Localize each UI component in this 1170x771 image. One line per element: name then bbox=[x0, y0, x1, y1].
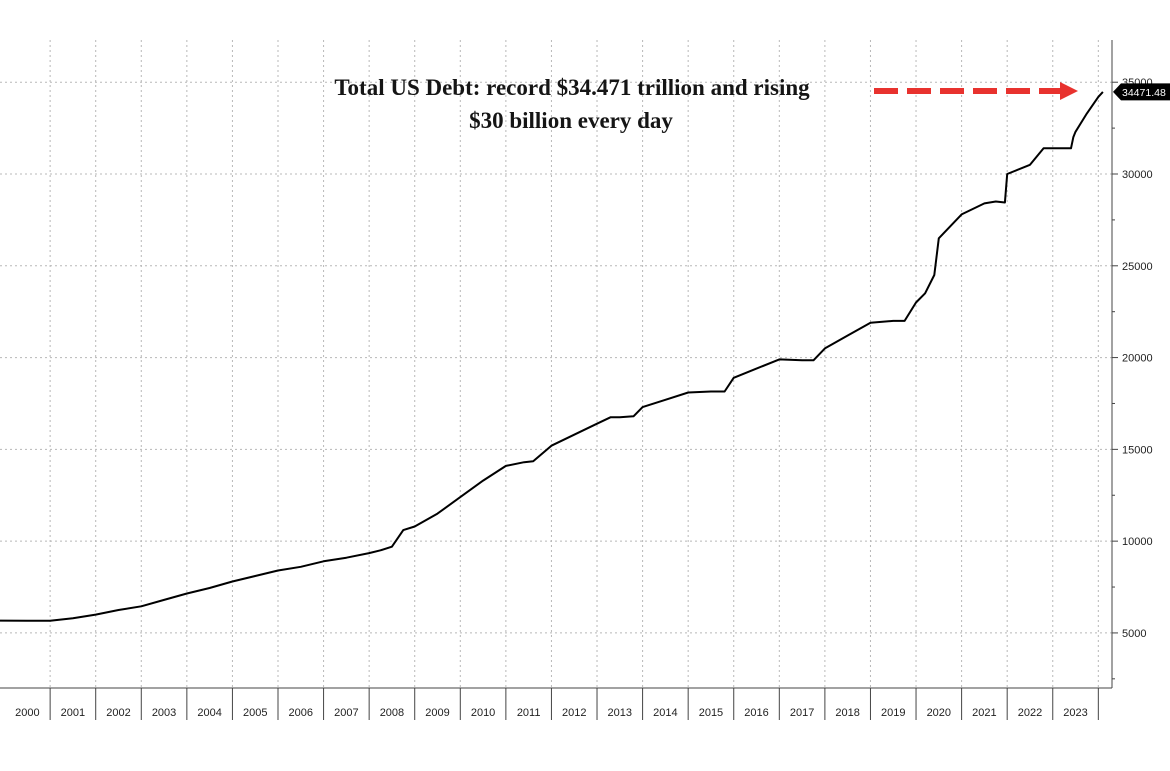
last-value-badge bbox=[1113, 83, 1170, 101]
x-tick-label: 2001 bbox=[61, 707, 85, 719]
x-tick-label: 2023 bbox=[1063, 707, 1087, 719]
annotation-arrow-head bbox=[1060, 82, 1078, 100]
x-tick-label: 2022 bbox=[1018, 707, 1042, 719]
x-axis-ticks: 2000 2001 2002 2003 2004 2005 2006 2007 2008 2009… bbox=[15, 688, 1099, 720]
y-tick-label: 5000 bbox=[1122, 628, 1146, 640]
grid bbox=[0, 40, 1112, 688]
x-tick-label: 2013 bbox=[608, 707, 632, 719]
value-badge: 34471.48 bbox=[1113, 83, 1170, 101]
axes bbox=[0, 40, 1113, 689]
x-tick-label: 2002 bbox=[106, 707, 130, 719]
annotation-subtitle: $30 billion every day bbox=[469, 108, 673, 133]
x-tick-label: 2017 bbox=[790, 707, 814, 719]
x-tick-label: 2012 bbox=[562, 707, 586, 719]
x-tick-label: 2020 bbox=[927, 707, 951, 719]
y-tick-label: 30000 bbox=[1122, 169, 1153, 181]
x-tick-label: 2016 bbox=[744, 707, 768, 719]
x-tick-label: 2015 bbox=[699, 707, 723, 719]
y-tick-label: 25000 bbox=[1122, 261, 1153, 273]
y-tick-label: 20000 bbox=[1122, 353, 1153, 365]
x-tick-label: 2006 bbox=[289, 707, 313, 719]
annotation-arrow bbox=[874, 82, 1078, 100]
last-value-label: 34471.48 bbox=[1122, 87, 1166, 99]
x-tick-label: 2018 bbox=[835, 707, 859, 719]
x-tick-label: 2010 bbox=[471, 707, 495, 719]
x-tick-label: 2014 bbox=[653, 707, 677, 719]
x-tick-label: 2005 bbox=[243, 707, 267, 719]
y-tick-label: 10000 bbox=[1122, 536, 1153, 548]
x-tick-label: 2008 bbox=[380, 707, 404, 719]
x-tick-label: 2004 bbox=[197, 707, 221, 719]
x-tick-label: 2009 bbox=[425, 707, 449, 719]
annotation-title: Total US Debt: record $34.471 trillion a… bbox=[334, 75, 810, 100]
y-tick-label: 15000 bbox=[1122, 444, 1153, 456]
x-tick-label: 2011 bbox=[517, 707, 541, 719]
x-tick-label: 2000 bbox=[15, 707, 39, 719]
x-tick-label: 2019 bbox=[881, 707, 905, 719]
x-tick-label: 2021 bbox=[972, 707, 996, 719]
total-us-debt-line bbox=[0, 91, 1104, 622]
x-tick-label: 2003 bbox=[152, 707, 176, 719]
x-tick-label: 2007 bbox=[334, 707, 358, 719]
